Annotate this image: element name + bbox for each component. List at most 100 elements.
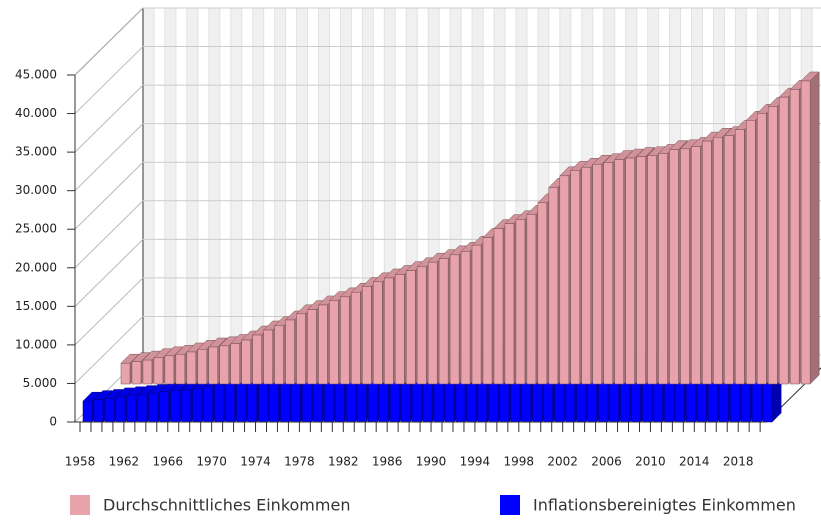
bar <box>142 359 153 385</box>
y-tick-label: 15.000 <box>15 299 57 313</box>
bar <box>93 399 104 423</box>
wall-stripe <box>340 8 352 355</box>
bar <box>460 251 471 385</box>
bar <box>493 228 504 385</box>
bar <box>625 157 635 385</box>
y-tick-label: 0 <box>49 415 57 429</box>
bar <box>735 129 745 385</box>
bar <box>581 167 591 385</box>
bar <box>427 261 438 385</box>
grid-line <box>74 123 144 192</box>
bar <box>526 214 537 385</box>
bar <box>219 345 229 385</box>
bar <box>181 389 191 423</box>
bar <box>247 377 257 423</box>
bar <box>384 277 394 385</box>
bar <box>515 219 526 385</box>
bar <box>767 106 778 385</box>
x-tick-label: 1974 <box>240 455 271 469</box>
y-tick-label: 40.000 <box>15 106 57 120</box>
bar <box>559 175 570 385</box>
bar <box>800 80 811 385</box>
bar <box>126 395 137 423</box>
legend-label: Durchschnittliches Einkommen <box>103 496 350 515</box>
wall-stripe <box>143 8 154 355</box>
wall-stripe <box>164 8 176 355</box>
bar <box>702 140 712 385</box>
wall-stripe <box>472 8 484 355</box>
bar <box>274 325 284 385</box>
bar <box>713 136 723 385</box>
wall-stripe <box>274 8 286 355</box>
bar <box>603 162 613 385</box>
y-tick-label: 35.000 <box>15 145 57 159</box>
bar <box>647 155 657 385</box>
bar <box>137 394 148 423</box>
x-tick-label: 1978 <box>284 455 315 469</box>
grid-line <box>74 161 144 230</box>
legend-swatch <box>70 495 90 515</box>
x-tick-label: 1998 <box>504 455 535 469</box>
bar <box>351 291 361 385</box>
bar <box>373 281 383 385</box>
bar <box>778 96 789 385</box>
x-tick-label: 1990 <box>416 455 447 469</box>
bar <box>680 148 690 385</box>
bar <box>263 329 273 385</box>
legend-label: Inflationsbereinigtes Einkommen <box>533 496 796 515</box>
bar <box>148 393 159 423</box>
bar <box>471 244 482 385</box>
bar <box>197 349 208 385</box>
bar <box>285 319 295 385</box>
wall-stripe <box>450 8 462 355</box>
bar <box>449 254 460 385</box>
bar <box>537 202 548 385</box>
wall-stripe <box>428 8 440 355</box>
y-tick-label: 30.000 <box>15 183 57 197</box>
bar <box>340 296 350 385</box>
bar <box>208 346 219 385</box>
bar <box>318 304 328 385</box>
wall-stripe <box>230 8 242 355</box>
x-tick-label: 1994 <box>460 455 491 469</box>
bar <box>203 386 213 423</box>
bar <box>438 258 449 385</box>
wall-stripe <box>318 8 330 355</box>
wall-stripe <box>515 8 527 355</box>
bar <box>159 391 170 423</box>
bar <box>757 113 767 385</box>
x-tick-label: 1986 <box>372 455 403 469</box>
bar <box>131 361 142 385</box>
wall-stripe <box>537 8 549 355</box>
legend-swatch <box>500 495 520 515</box>
x-tick-label: 1982 <box>328 455 359 469</box>
bar <box>186 351 197 385</box>
bar <box>724 135 734 385</box>
bar <box>416 266 427 385</box>
y-tick-label: 45.000 <box>15 68 57 82</box>
grid-line <box>74 7 144 76</box>
bar <box>230 343 240 385</box>
bar <box>504 223 515 385</box>
x-tick-label: 2014 <box>679 455 710 469</box>
wall-stripe <box>384 8 396 355</box>
bar <box>296 313 306 385</box>
x-tick-label: 1966 <box>152 455 183 469</box>
y-tick-label: 25.000 <box>15 222 57 236</box>
x-tick-label: 1958 <box>65 455 96 469</box>
wall-stripe <box>494 8 506 355</box>
grid-line <box>74 238 144 307</box>
bar <box>658 153 668 385</box>
bar <box>82 400 93 423</box>
x-tick-label: 1962 <box>109 455 140 469</box>
grid-line <box>74 316 144 384</box>
grid-line <box>74 84 144 153</box>
bar <box>592 163 602 385</box>
bar <box>691 146 701 385</box>
bar <box>236 380 246 423</box>
bar <box>362 286 372 385</box>
bar <box>636 156 646 385</box>
grid-line <box>74 200 144 269</box>
x-tick-label: 2006 <box>591 455 622 469</box>
